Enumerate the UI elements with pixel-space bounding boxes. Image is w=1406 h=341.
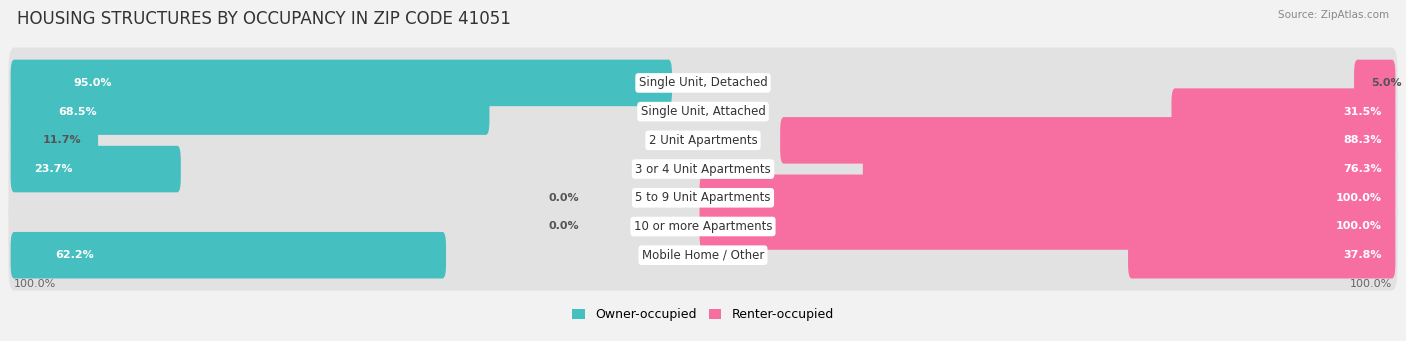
FancyBboxPatch shape <box>863 146 1395 192</box>
Text: 11.7%: 11.7% <box>42 135 82 145</box>
Text: 95.0%: 95.0% <box>73 78 112 88</box>
FancyBboxPatch shape <box>8 105 1398 176</box>
Text: 37.8%: 37.8% <box>1343 250 1382 260</box>
FancyBboxPatch shape <box>8 162 1398 233</box>
Text: 88.3%: 88.3% <box>1343 135 1382 145</box>
FancyBboxPatch shape <box>11 88 489 135</box>
FancyBboxPatch shape <box>11 60 672 106</box>
FancyBboxPatch shape <box>11 232 446 279</box>
Text: Mobile Home / Other: Mobile Home / Other <box>641 249 765 262</box>
Text: 100.0%: 100.0% <box>14 279 56 289</box>
FancyBboxPatch shape <box>780 117 1395 164</box>
Text: 62.2%: 62.2% <box>55 250 94 260</box>
FancyBboxPatch shape <box>8 76 1398 147</box>
Text: 5.0%: 5.0% <box>1371 78 1402 88</box>
Text: 76.3%: 76.3% <box>1343 164 1382 174</box>
FancyBboxPatch shape <box>11 117 98 164</box>
FancyBboxPatch shape <box>1354 60 1395 106</box>
Text: 0.0%: 0.0% <box>548 222 579 232</box>
Text: 0.0%: 0.0% <box>548 193 579 203</box>
Text: Single Unit, Attached: Single Unit, Attached <box>641 105 765 118</box>
FancyBboxPatch shape <box>8 220 1398 291</box>
Text: 5 to 9 Unit Apartments: 5 to 9 Unit Apartments <box>636 191 770 204</box>
FancyBboxPatch shape <box>8 134 1398 204</box>
Text: 100.0%: 100.0% <box>1350 279 1392 289</box>
Text: 23.7%: 23.7% <box>34 164 73 174</box>
Text: 2 Unit Apartments: 2 Unit Apartments <box>648 134 758 147</box>
Legend: Owner-occupied, Renter-occupied: Owner-occupied, Renter-occupied <box>572 308 834 321</box>
FancyBboxPatch shape <box>1128 232 1395 279</box>
Text: 31.5%: 31.5% <box>1343 107 1382 117</box>
FancyBboxPatch shape <box>8 48 1398 118</box>
Text: 3 or 4 Unit Apartments: 3 or 4 Unit Apartments <box>636 163 770 176</box>
Text: 100.0%: 100.0% <box>1336 222 1382 232</box>
Text: HOUSING STRUCTURES BY OCCUPANCY IN ZIP CODE 41051: HOUSING STRUCTURES BY OCCUPANCY IN ZIP C… <box>17 10 510 28</box>
Text: 100.0%: 100.0% <box>1336 193 1382 203</box>
FancyBboxPatch shape <box>8 191 1398 262</box>
FancyBboxPatch shape <box>11 146 181 192</box>
Text: Single Unit, Detached: Single Unit, Detached <box>638 76 768 89</box>
Text: Source: ZipAtlas.com: Source: ZipAtlas.com <box>1278 10 1389 20</box>
Text: 10 or more Apartments: 10 or more Apartments <box>634 220 772 233</box>
FancyBboxPatch shape <box>700 175 1395 221</box>
FancyBboxPatch shape <box>700 203 1395 250</box>
Text: 68.5%: 68.5% <box>59 107 97 117</box>
FancyBboxPatch shape <box>1171 88 1395 135</box>
